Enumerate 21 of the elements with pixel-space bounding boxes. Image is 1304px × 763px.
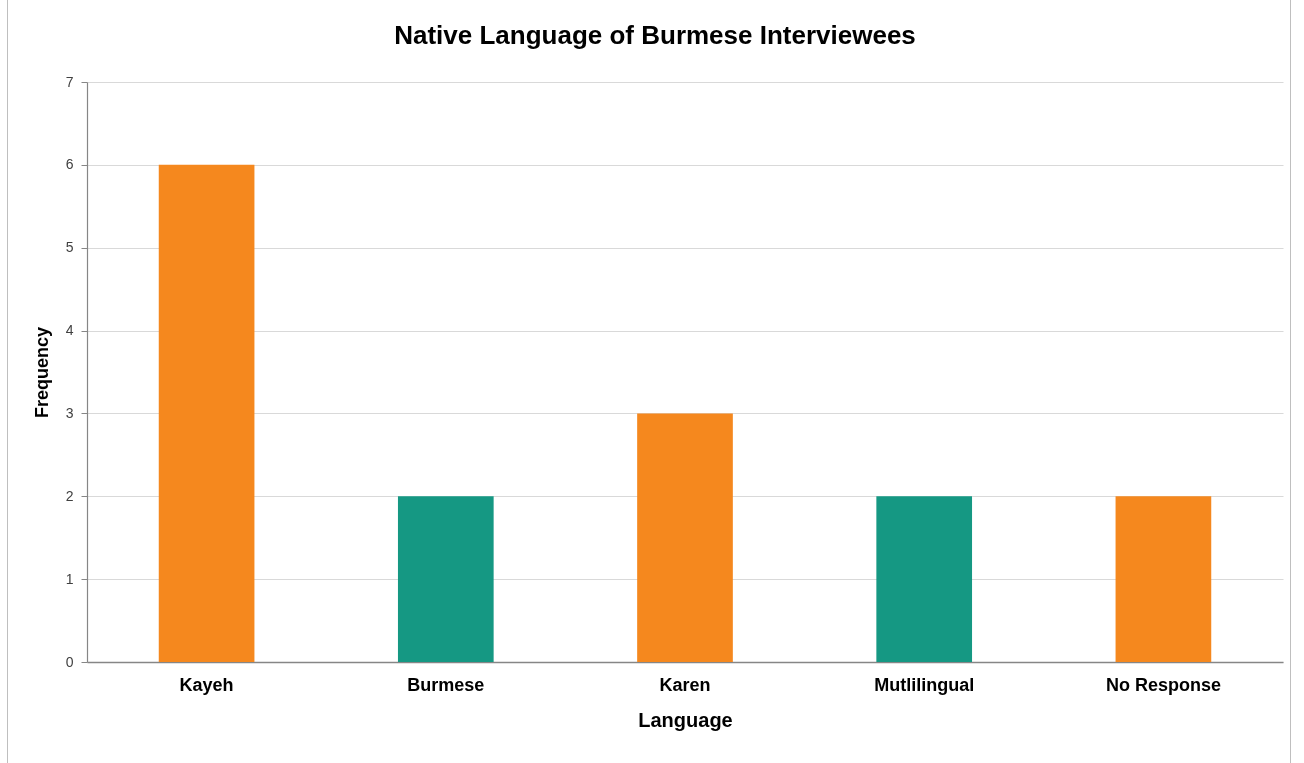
x-tick-label: Karen bbox=[659, 674, 711, 695]
x-tick-label: No Response bbox=[1105, 674, 1221, 695]
y-tick-label: 5 bbox=[65, 239, 74, 256]
bar bbox=[637, 413, 733, 662]
y-tick-label: 7 bbox=[65, 73, 74, 90]
x-axis-title: Language bbox=[638, 708, 733, 731]
y-tick-label: 1 bbox=[65, 570, 74, 587]
bar bbox=[397, 496, 494, 662]
y-tick-label: 6 bbox=[65, 156, 74, 173]
bar bbox=[876, 496, 973, 662]
y-tick-label: 3 bbox=[65, 404, 74, 421]
y-axis-title: Frequency bbox=[31, 326, 52, 419]
x-tick-label: Kayeh bbox=[179, 674, 234, 695]
y-tick-label: 2 bbox=[65, 487, 74, 504]
bar bbox=[158, 164, 255, 662]
y-tick-label: 0 bbox=[65, 653, 74, 670]
bar bbox=[1115, 496, 1212, 662]
x-tick-label: Burmese bbox=[407, 674, 485, 695]
x-tick-label: Mutlilingual bbox=[874, 674, 975, 695]
chart-title: Native Language of Burmese Interviewees bbox=[394, 20, 916, 50]
y-tick-label: 4 bbox=[65, 322, 74, 339]
